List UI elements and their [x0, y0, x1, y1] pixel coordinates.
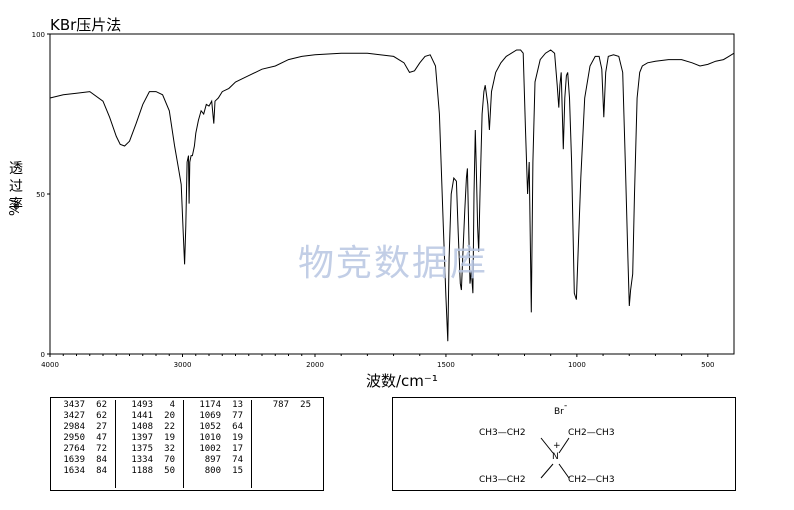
peak-transmittance: 70	[164, 455, 175, 465]
peak-table-column: 1493 4 1441 20 1408 22 1397 19 1375 32 1334 70 1188 5…	[123, 400, 184, 488]
peak-transmittance: 20	[164, 411, 175, 421]
peak-transmittance: 13	[232, 400, 243, 410]
peak-row: 1493 4	[123, 400, 183, 411]
peak-row: 1052 64	[191, 422, 251, 433]
peak-transmittance: 15	[232, 466, 243, 476]
peak-wavenumber: 1174	[199, 400, 221, 410]
y-tick-label-0: 0	[41, 351, 45, 359]
peak-row: 1174 13	[191, 400, 251, 411]
nitrogen-atom: N	[552, 452, 559, 462]
peak-wavenumber: 1069	[199, 411, 221, 421]
cation-charge: +	[553, 441, 561, 451]
anion-charge: -	[564, 401, 568, 411]
peak-row: 1188 50	[123, 466, 183, 477]
bond-lines	[540, 437, 570, 479]
peak-transmittance: 4	[169, 400, 175, 410]
peak-row: 1010 19	[191, 433, 251, 444]
y-axis-label: 透过率	[9, 161, 23, 213]
peak-wavenumber: 1397	[131, 433, 153, 443]
peak-transmittance: 64	[232, 422, 243, 432]
chart-method-label: KBr压片法	[50, 16, 122, 34]
peak-wavenumber: 897	[204, 455, 221, 465]
transmittance-line	[49, 49, 735, 342]
peak-row: 1408 22	[123, 422, 183, 433]
peak-table: 3437 62 3427 62 2984 27 2950 47 2764 72 1639 84 1634…	[50, 397, 324, 491]
peak-transmittance: 72	[96, 444, 107, 454]
peak-wavenumber: 3437	[63, 400, 85, 410]
peak-row: 1441 20	[123, 411, 183, 422]
ir-spectrum-chart: 4000 3000 2000 1500 1000 500 0 50 100	[32, 31, 735, 369]
peak-transmittance: 74	[232, 455, 243, 465]
peak-transmittance: 25	[300, 400, 311, 410]
peak-wavenumber: 1634	[63, 466, 85, 476]
y-tick-label-100: 100	[32, 31, 45, 39]
peak-row: 1375 32	[123, 444, 183, 455]
peak-wavenumber: 2764	[63, 444, 85, 454]
peak-wavenumber: 1052	[199, 422, 221, 432]
peak-transmittance: 19	[164, 433, 175, 443]
peak-transmittance: 47	[96, 433, 107, 443]
structure-box: Br - CH3—CH2 CH2—CH3 N + CH3—CH2 CH2—CH3	[392, 397, 736, 491]
peak-transmittance: 27	[96, 422, 107, 432]
peak-transmittance: 50	[164, 466, 175, 476]
peak-row: 2984 27	[55, 422, 115, 433]
x-tick-label-500: 500	[701, 361, 714, 369]
peak-row: 2764 72	[55, 444, 115, 455]
peak-transmittance: 84	[96, 466, 107, 476]
peak-wavenumber: 1639	[63, 455, 85, 465]
peak-row: 787 25	[259, 400, 319, 411]
peak-transmittance: 62	[96, 411, 107, 421]
peak-row: 3437 62	[55, 400, 115, 411]
peak-row: 1002 17	[191, 444, 251, 455]
peak-wavenumber: 787	[272, 400, 289, 410]
peak-row: 800 15	[191, 466, 251, 477]
watermark: 物竞数据库	[298, 243, 489, 284]
peak-transmittance: 77	[232, 411, 243, 421]
axis-ticks: 4000 3000 2000 1500 1000 500 0 50 100	[32, 31, 715, 369]
y-tick-label-50: 50	[36, 191, 45, 199]
peak-wavenumber: 800	[204, 466, 221, 476]
peak-wavenumber: 1188	[131, 466, 153, 476]
x-tick-label-1000: 1000	[568, 361, 586, 369]
peak-row: 1334 70	[123, 455, 183, 466]
peak-row: 1397 19	[123, 433, 183, 444]
anion-label: Br	[554, 407, 564, 417]
group-upper-left: CH3—CH2	[479, 428, 526, 438]
x-axis-label: 波数/cm⁻¹	[366, 372, 438, 390]
peak-row: 1634 84	[55, 466, 115, 477]
peak-row: 1639 84	[55, 455, 115, 466]
group-upper-right: CH2—CH3	[568, 428, 615, 438]
group-lower-left: CH3—CH2	[479, 475, 526, 485]
peak-transmittance: 19	[232, 433, 243, 443]
peak-transmittance: 62	[96, 400, 107, 410]
peak-wavenumber: 1375	[131, 444, 153, 454]
x-tick-label-4000: 4000	[41, 361, 59, 369]
group-lower-right: CH2—CH3	[568, 475, 615, 485]
peak-row: 3427 62	[55, 411, 115, 422]
peak-wavenumber: 2950	[63, 433, 85, 443]
peak-row: 1069 77	[191, 411, 251, 422]
peak-row: 2950 47	[55, 433, 115, 444]
plot-frame	[49, 33, 735, 355]
y-axis-unit: %/	[8, 199, 23, 216]
x-tick-label-1500: 1500	[437, 361, 455, 369]
peak-row: 897 74	[191, 455, 251, 466]
peak-wavenumber: 3427	[63, 411, 85, 421]
peak-wavenumber: 1010	[199, 433, 221, 443]
peak-table-column: 1174 13 1069 77 1052 64 1010 19 1002 17 897 74 800 15	[191, 400, 252, 488]
peak-wavenumber: 1408	[131, 422, 153, 432]
peak-wavenumber: 1002	[199, 444, 221, 454]
peak-transmittance: 17	[232, 444, 243, 454]
peak-transmittance: 32	[164, 444, 175, 454]
peak-wavenumber: 1441	[131, 411, 153, 421]
peak-wavenumber: 1334	[131, 455, 153, 465]
peak-table-column: 3437 62 3427 62 2984 27 2950 47 2764 72 1639 84 1634…	[55, 400, 116, 488]
peak-wavenumber: 1493	[131, 400, 153, 410]
peak-table-column: 787 25	[259, 400, 319, 488]
peak-transmittance: 22	[164, 422, 175, 432]
x-tick-label-3000: 3000	[174, 361, 192, 369]
peak-transmittance: 84	[96, 455, 107, 465]
peak-wavenumber: 2984	[63, 422, 85, 432]
x-tick-label-2000: 2000	[306, 361, 324, 369]
